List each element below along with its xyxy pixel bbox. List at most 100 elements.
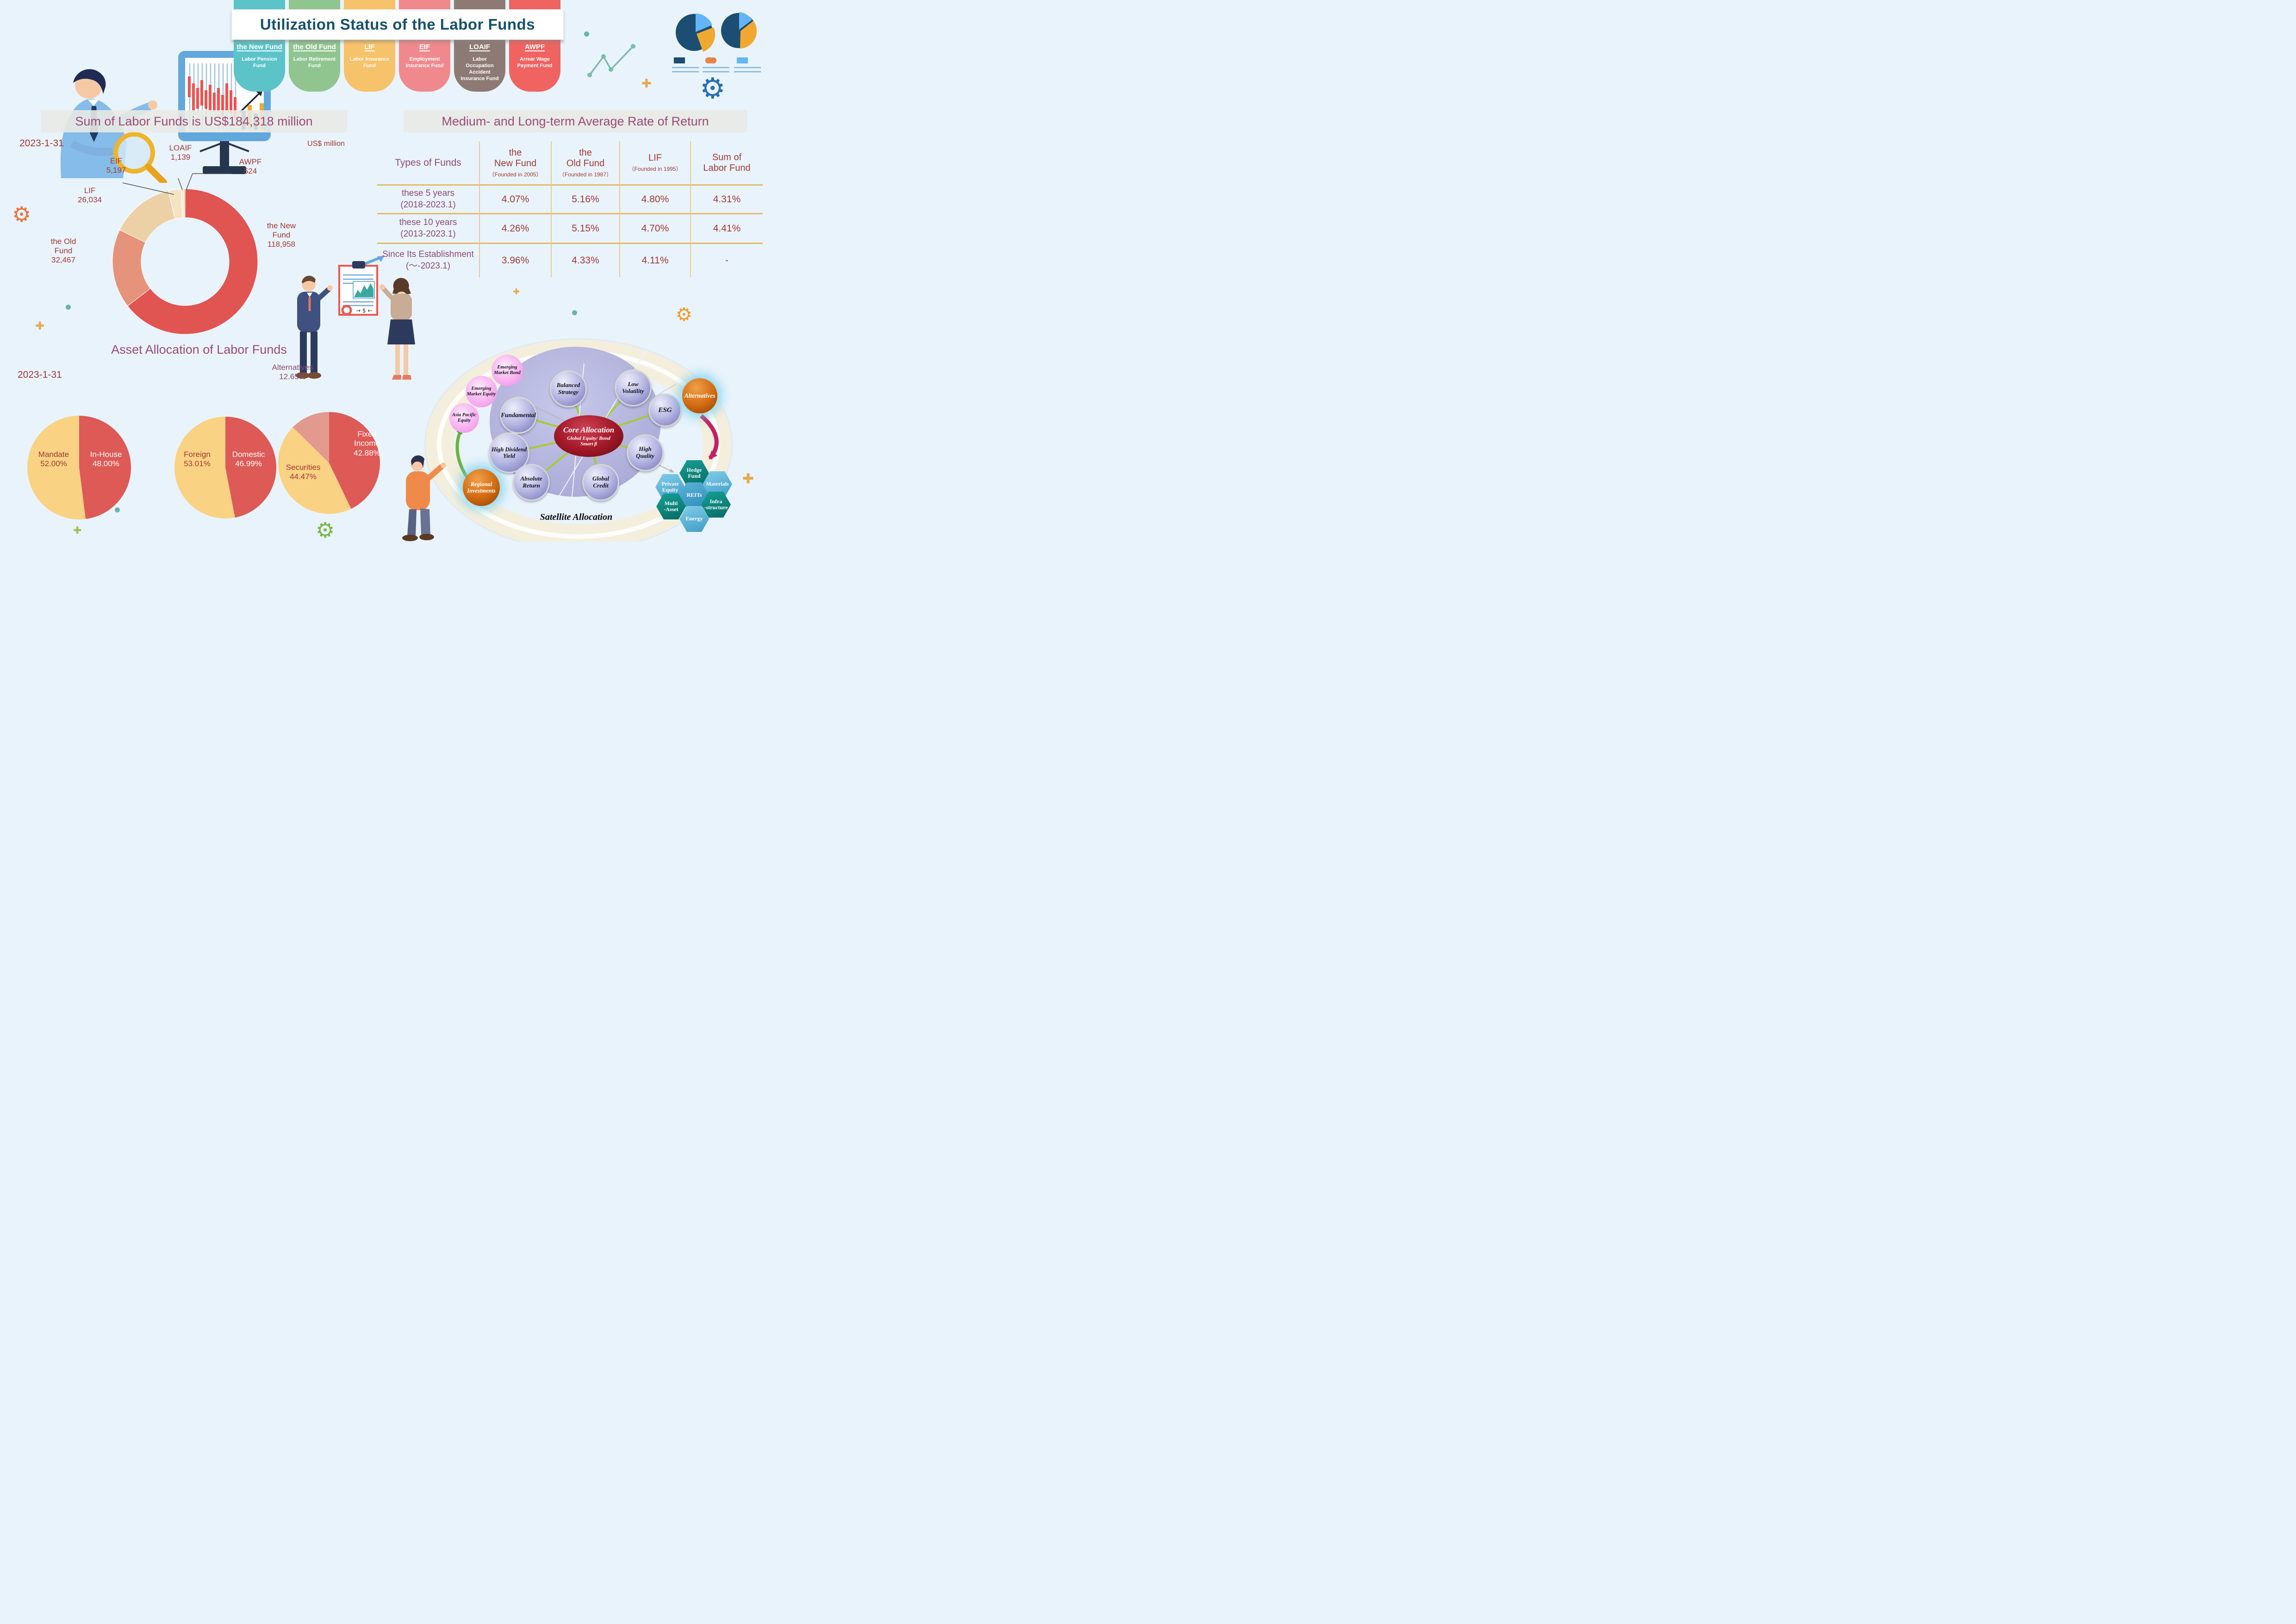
- table-value: 4.33%: [572, 255, 599, 266]
- pie-label-domestic: Domestic 46.99%: [222, 450, 275, 469]
- donut-leader-line: [178, 178, 183, 190]
- hex-line: -structure: [704, 504, 728, 511]
- hex-line: Multi: [664, 500, 678, 506]
- hex-line: Fund: [688, 473, 701, 479]
- allocation-heading: Asset Allocation of Labor Funds: [111, 343, 287, 356]
- node-alternatives: Alternatives: [682, 378, 717, 413]
- fund-tab-name: Labor Pension Fund: [242, 56, 277, 69]
- table-value-cell: 5.15%: [552, 214, 620, 244]
- pie-label-name: Alternatives: [272, 363, 313, 372]
- donut-label-awpf: AWPF 524: [239, 157, 262, 176]
- hex-line: Energy: [685, 515, 703, 522]
- donut-label-eif: EIF 5,197: [106, 156, 126, 175]
- plus-icon: ✚: [513, 287, 520, 297]
- pie-label-value: 52.00%: [40, 459, 67, 468]
- table-value: 5.16%: [572, 194, 599, 205]
- fund-tab-abbr: LIF: [364, 43, 375, 51]
- table-header-cell-1: the New Fund （Founded in 2005）: [480, 141, 552, 186]
- table-row-label-2: Since Its Establishment (～-2023.1): [377, 244, 480, 277]
- donut-label-lif: LIF 26,034: [78, 186, 102, 205]
- table-value: 5.15%: [572, 223, 599, 234]
- fund-tab-abbr: LOAIF: [469, 43, 490, 51]
- plus-icon: ✚: [35, 319, 45, 332]
- returns-heading-box: Medium- and Long-term Average Rate of Re…: [404, 110, 747, 132]
- gear-icon: ⚙: [700, 71, 726, 100]
- pie-label-alternatives: Alternatives 12.65%: [254, 363, 331, 382]
- table-header-cell-0: Types of Funds: [377, 141, 480, 186]
- hex-line: Materials: [706, 481, 729, 487]
- table-value: 4.26%: [501, 223, 529, 234]
- hex-line: REITs: [686, 492, 702, 499]
- core-title: Core Allocation: [563, 425, 615, 434]
- donut-segment-the-new-fund: [127, 188, 258, 335]
- core-sub2: Smart β: [580, 441, 597, 447]
- node-low-volatility: Low Volatility: [615, 369, 652, 406]
- plus-icon: ✚: [73, 525, 82, 537]
- mandate-inhouse-pie-chart: [27, 416, 131, 519]
- table-header-title: the New Fund: [494, 147, 537, 169]
- pie-label-foreign: Foreign 53.01%: [173, 450, 221, 469]
- sum-unit: US$ million: [307, 140, 345, 148]
- table-value-cell: 5.16%: [552, 186, 620, 214]
- table-header-cell-4: Sum of Labor Fund: [691, 141, 763, 186]
- plus-icon: ✚: [641, 77, 652, 91]
- fund-tab-name: Labor Insurance Fund: [349, 56, 390, 69]
- sum-heading: Sum of Labor Funds is US$184,318 million: [75, 114, 313, 128]
- table-value: -: [725, 255, 728, 266]
- table-value: 3.96%: [501, 255, 529, 266]
- hex-line: Private: [661, 480, 679, 487]
- table-row-label-text: these 5 years (2018-2023.1): [400, 188, 456, 210]
- fund-tab-name: Arrear Wage Payment Fund: [517, 56, 553, 69]
- pie-label-name: In-House: [90, 450, 122, 459]
- svg-text:→ $ ←: → $ ←: [356, 307, 372, 314]
- table-row-label-text: Since Its Establishment (～-2023.1): [382, 250, 474, 271]
- gear-icon: ⚙: [676, 304, 692, 325]
- table-header-sub: （Founded in 1995）: [628, 166, 682, 172]
- table-header-title: the Old Fund: [566, 147, 605, 169]
- node-absolute-return: Absolute Return: [513, 464, 550, 501]
- node-fundamental: Fundamental: [500, 397, 537, 434]
- node-emerging-market-bond: Emerging Market Bond: [492, 355, 523, 386]
- dot-decoration: [584, 31, 589, 37]
- table-value: 4.31%: [713, 194, 741, 205]
- fund-tab-abbr: the New Fund: [236, 43, 282, 51]
- table-value-cell: 4.11%: [620, 244, 691, 277]
- pie-slice-mandate: [27, 416, 86, 519]
- sum-date: 2023-1-31: [19, 138, 64, 149]
- table-value: 4.11%: [641, 255, 669, 266]
- domestic-foreign-pie-chart: [174, 417, 276, 518]
- presentation-illustration: → $ ←: [296, 256, 415, 380]
- pie-label-value: 42.88%: [354, 448, 380, 457]
- table-row-label-0: these 5 years (2018-2023.1): [377, 186, 480, 214]
- hex-line: Equity: [662, 487, 678, 493]
- node-regional-investments: Regional Investments: [463, 469, 500, 506]
- donut-label-the-new-fund: the New Fund 118,958: [267, 221, 296, 249]
- donut-leader-line: [186, 173, 231, 191]
- pie-label-value: 46.99%: [235, 459, 262, 468]
- hex-line: Hedge: [686, 466, 702, 473]
- fund-tab-abbr: the Old Fund: [293, 43, 336, 51]
- fund-tab-abbr: EIF: [419, 43, 430, 51]
- pie-label-name: Securities: [286, 463, 321, 472]
- returns-table: Types of Funds the New Fund （Founded in 20…: [377, 141, 763, 277]
- node-asia-pacific-equity: Asia Pacific Equity: [449, 403, 479, 433]
- infographic-canvas: the New Fund Labor Pension Fund the Old Fu…: [0, 0, 765, 542]
- pie-label-name: Domestic: [232, 450, 265, 459]
- table-value-cell: 4.07%: [480, 186, 552, 214]
- hex-line: -Asset: [664, 506, 678, 512]
- table-value-cell: 4.26%: [480, 214, 552, 244]
- pie-label-mandate: Mandate 52.00%: [27, 450, 81, 469]
- donut-label-loaif: LOAIF 1,139: [169, 144, 192, 162]
- trend-line-icon: [587, 44, 635, 77]
- node-high-quality: High Quality: [627, 434, 664, 471]
- table-value-cell: 4.41%: [691, 214, 763, 244]
- returns-heading: Medium- and Long-term Average Rate of Re…: [442, 114, 709, 128]
- pie-label-value: 53.01%: [184, 459, 211, 468]
- pie-label-name: Mandate: [38, 450, 69, 459]
- pie-slice-fixed-income: [329, 412, 380, 509]
- table-value: 4.41%: [713, 223, 741, 234]
- table-value-cell: 4.80%: [620, 186, 691, 214]
- table-value-cell: 4.31%: [691, 186, 763, 214]
- table-value-cell: 4.33%: [552, 244, 620, 277]
- table-header-title: Sum of Labor Fund: [703, 152, 751, 173]
